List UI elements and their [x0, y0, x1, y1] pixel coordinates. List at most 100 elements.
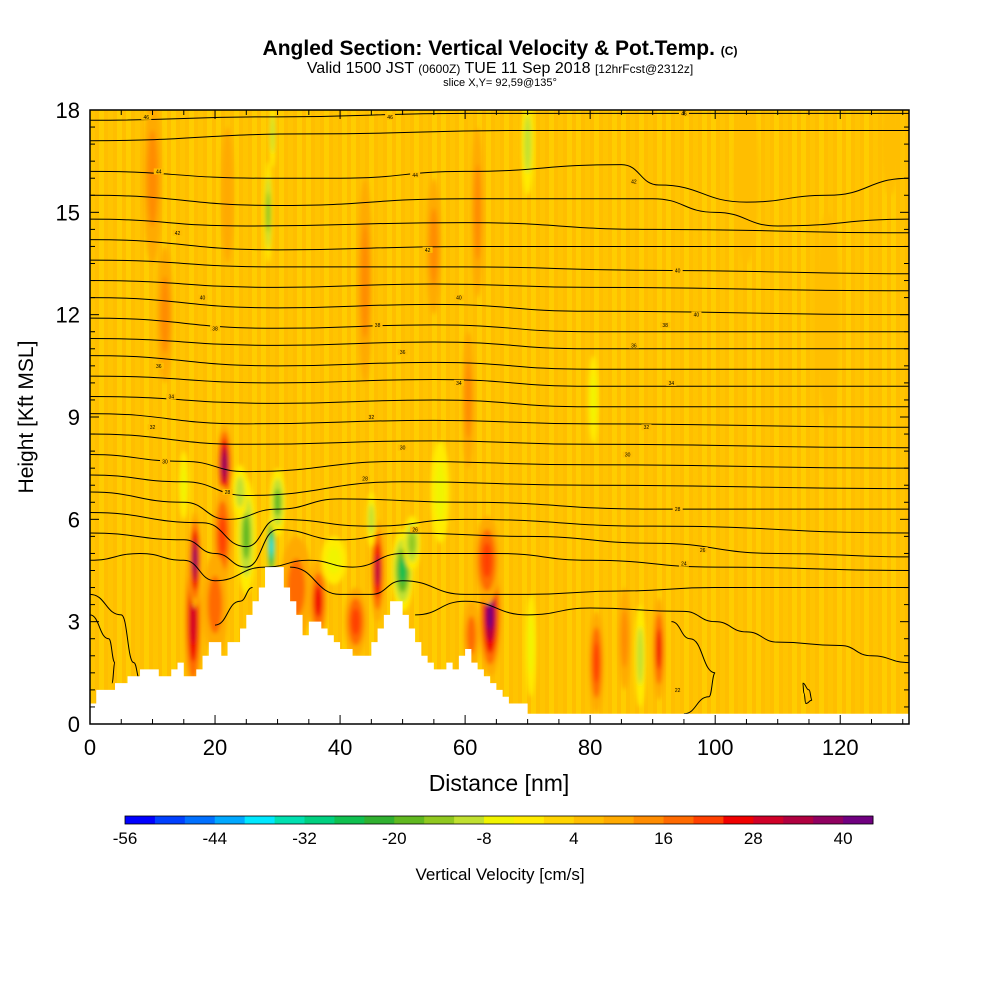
streak: [711, 110, 716, 724]
isentrope-line: [90, 529, 909, 568]
streak: [819, 110, 824, 724]
streak: [99, 110, 104, 724]
isentrope-line: [90, 259, 909, 275]
contour-label-bg: [172, 229, 183, 236]
streak: [549, 110, 554, 724]
colorbar-tick-label: -44: [202, 829, 227, 848]
velocity-cell: [207, 575, 223, 634]
colorbar-swatch: [244, 816, 276, 824]
contour-label: 28: [362, 476, 368, 482]
streak: [243, 110, 248, 724]
streak: [378, 110, 383, 724]
streak: [756, 110, 761, 724]
streak: [864, 110, 869, 724]
streak: [450, 110, 455, 724]
velocity-cell: [222, 454, 227, 475]
streak: [855, 110, 860, 724]
contour-label: 24: [681, 562, 687, 568]
isentrope-line: [90, 474, 909, 496]
velocity-cell: [218, 516, 227, 557]
slice-info: slice X,Y= 92,59@135°: [443, 77, 557, 89]
colorbar-frame: [124, 815, 874, 825]
contour-label-bg: [153, 168, 164, 175]
streak: [117, 110, 122, 724]
contour-label-bg: [366, 414, 377, 420]
y-tick-label: 15: [56, 200, 80, 225]
streak: [603, 110, 608, 724]
colorbar-swatch: [334, 816, 365, 824]
streak: [441, 110, 446, 724]
contour-label: 34: [456, 381, 462, 387]
colorbar-swatch: [843, 816, 874, 824]
contour-label-bg: [678, 560, 689, 567]
contour-label: 28: [225, 490, 231, 496]
streak: [585, 110, 590, 724]
velocity-field: [143, 110, 900, 714]
colorbar-swatch: [753, 816, 784, 824]
contour-label-bg: [385, 113, 396, 120]
isentrope-line: [90, 433, 909, 449]
contour-label: 38: [375, 323, 381, 329]
colorbar-swatch: [214, 816, 246, 824]
y-tick-label: 3: [68, 610, 80, 635]
isentrope-line: [802, 682, 813, 705]
colorbar-tick-label: -32: [292, 829, 317, 848]
streak: [873, 110, 878, 724]
isentrope-line: [90, 129, 909, 142]
x-tick-label: 20: [203, 735, 227, 760]
colorbar-swatch: [274, 816, 306, 824]
isentrope-line: [415, 600, 909, 664]
velocity-cell: [190, 598, 196, 645]
streak: [306, 110, 311, 724]
isentrope-line: [90, 194, 909, 227]
streak: [639, 110, 644, 724]
velocity-cell: [224, 156, 232, 234]
velocity-cell: [524, 115, 532, 174]
isentrope-line: [290, 566, 909, 595]
streak: [387, 110, 392, 724]
isentrope-line: [90, 552, 909, 582]
colorbar-swatch: [154, 816, 186, 824]
colorbar-swatch: [693, 816, 724, 824]
streak: [279, 110, 284, 724]
potential-temperature-contours: [90, 112, 909, 715]
streak: [513, 110, 518, 724]
valid-date: TUE 11 Sep 2018: [464, 60, 591, 77]
streak: [657, 110, 662, 724]
velocity-cell: [360, 222, 370, 339]
title-mark: (C): [720, 44, 738, 58]
contour-label: 40: [675, 268, 681, 274]
streak: [495, 110, 500, 724]
contour-label-bg: [147, 424, 158, 431]
colorbar-swatch: [125, 816, 156, 824]
streak: [324, 110, 329, 724]
y-tick-label: 12: [56, 303, 80, 328]
contour-label: 34: [168, 395, 174, 401]
streak: [342, 110, 347, 724]
contour-label-bg: [372, 321, 383, 328]
isentrope-line: [90, 375, 909, 387]
x-tick-label: 40: [328, 735, 352, 760]
contour-label-bg: [453, 379, 464, 386]
contour-label: 38: [662, 323, 668, 329]
isentrope-line: [90, 413, 909, 428]
streak: [477, 110, 482, 724]
contour-label: 30: [162, 459, 168, 465]
contour-label-bg: [666, 379, 677, 386]
streak: [882, 110, 887, 724]
velocity-cell: [242, 513, 250, 560]
valid-utc: (0600Z): [418, 62, 461, 76]
y-tick-label: 18: [56, 98, 80, 123]
x-tick-label: 0: [84, 735, 96, 760]
contour-label: 36: [156, 364, 162, 370]
contour-label-bg: [410, 171, 421, 178]
velocity-cell: [593, 642, 600, 683]
streak: [189, 110, 194, 724]
colorbar: -56 -44 -32 -20 -8 4 16 28 40: [113, 815, 874, 848]
streak: [891, 110, 896, 724]
x-tick-label: 100: [697, 735, 734, 760]
streak: [567, 110, 572, 724]
contour-label-bg: [622, 451, 633, 458]
colorbar-swatch: [513, 816, 545, 824]
velocity-cell: [487, 599, 493, 630]
